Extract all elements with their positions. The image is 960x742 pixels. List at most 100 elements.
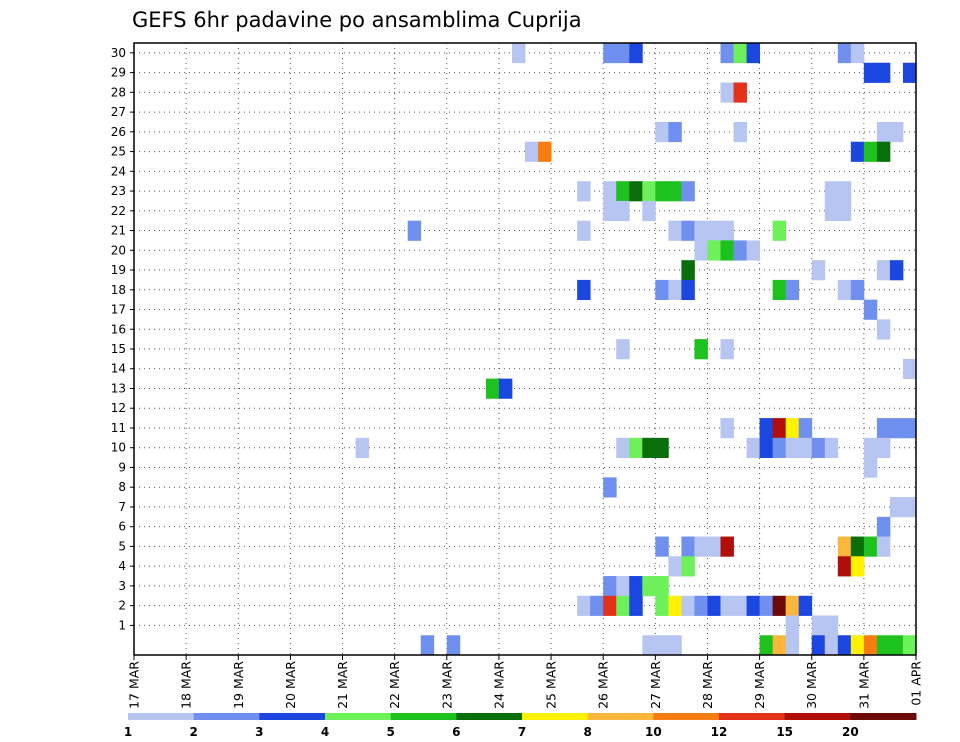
heatmap-cell [577,220,591,241]
heatmap-cell [420,635,435,656]
heatmap-cell [616,181,630,202]
x-tick-label: 25 MAR [544,661,559,709]
legend-label: 12 [711,725,728,739]
x-tick-label: 29 MAR [752,661,767,709]
heatmap-cell [850,536,865,557]
heatmap-cell [785,615,800,636]
heatmap-cell [577,181,591,202]
heatmap-cell [720,536,734,557]
y-tick-label: 15 [111,342,126,356]
heatmap-cell [694,339,708,360]
heatmap-cell [694,595,708,616]
heatmap-cell [707,595,721,616]
heatmap-cell [772,279,787,301]
heatmap-cell [902,497,917,518]
heatmap-cell [889,121,904,143]
heatmap-cell [668,556,682,577]
y-tick-label: 30 [111,46,126,60]
legend-label: 3 [255,725,263,739]
y-tick-label: 19 [111,263,126,277]
heatmap-cell [902,358,917,380]
legend-label: 8 [583,725,591,739]
heatmap-cell [668,595,682,616]
heatmap-cell [720,418,734,439]
heatmap-cell [759,418,774,439]
x-tick-label: 27 MAR [648,661,663,709]
legend-label: 5 [386,725,394,739]
heatmap-cell [759,595,774,616]
heatmap-cell [720,595,734,616]
x-tick-label: 30 MAR [804,661,819,709]
heatmap-cell [629,181,643,202]
heatmap-cell [863,635,878,656]
heatmap-cell [642,181,656,202]
heatmap-cell [681,181,695,202]
x-tick-label: 21 MAR [335,661,350,709]
heatmap-cell [811,260,826,281]
heatmap-cell [876,121,891,143]
y-tick-label: 10 [111,441,126,455]
heatmap-cell [694,240,708,261]
heatmap-cell [603,576,617,597]
heatmap-cell [889,260,904,281]
heatmap-cell [889,418,904,439]
y-tick-label: 21 [111,224,126,238]
x-tick-label: 17 MAR [127,661,142,709]
y-tick-label: 24 [111,164,126,178]
legend-label: 2 [189,725,197,739]
x-tick-label: 26 MAR [596,661,611,709]
heatmap-cell [746,43,760,64]
legend-label: 10 [645,725,662,739]
x-tick-label: 23 MAR [439,661,454,709]
legend-swatch [390,713,457,720]
heatmap-cell [902,635,917,656]
heatmap-cell [681,595,695,616]
heatmap-cell [772,220,787,241]
heatmap-cell [681,220,695,241]
heatmap-cell [655,279,669,301]
heatmap-cell [655,595,669,616]
heatmap-cell [863,536,878,557]
heatmap-cell [876,319,891,340]
heatmap-cell [655,181,669,202]
heatmap-cell [355,437,369,458]
heatmap-cell [798,437,813,458]
x-axis: 17 MAR 18 MAR 19 MAR 20 MAR 21 MAR 22 MAR 23 M… [127,655,924,709]
heatmap-cell [642,437,656,458]
heatmap-cell [863,141,878,162]
heatmap-cell [720,43,734,64]
x-tick-label: 01 APR [909,661,924,706]
y-tick-label: 9 [118,460,126,474]
legend-swatch [784,713,851,720]
heatmap-cell [746,437,760,458]
y-tick-label: 5 [118,539,126,553]
heatmap-cell [655,121,669,143]
legend-swatch [193,713,260,720]
heatmap-cell [850,141,865,162]
heatmap-cell [720,220,734,241]
legend-swatch [719,713,786,720]
heatmap-cell [785,279,800,301]
y-tick-label: 29 [111,66,126,80]
y-tick-label: 26 [111,125,126,139]
heatmap-cell [824,635,839,656]
heatmap-cell [876,260,891,281]
heatmap-cell [850,635,865,656]
y-tick-label: 14 [111,362,126,376]
legend-swatch [325,713,392,720]
heatmap-cell [733,82,747,103]
legend-label: 7 [518,725,526,739]
x-tick-label: 19 MAR [231,661,246,709]
heatmap-cell [668,220,682,241]
heatmap-cell [707,220,721,241]
heatmap-cell [759,635,774,656]
heatmap-cell [876,141,891,162]
heatmap-cell [681,260,695,281]
x-tick-label: 31 MAR [856,661,871,709]
heatmap-cell [694,220,708,241]
y-tick-label: 23 [111,184,126,198]
y-tick-label: 22 [111,204,126,218]
heatmap-cell [798,595,813,616]
